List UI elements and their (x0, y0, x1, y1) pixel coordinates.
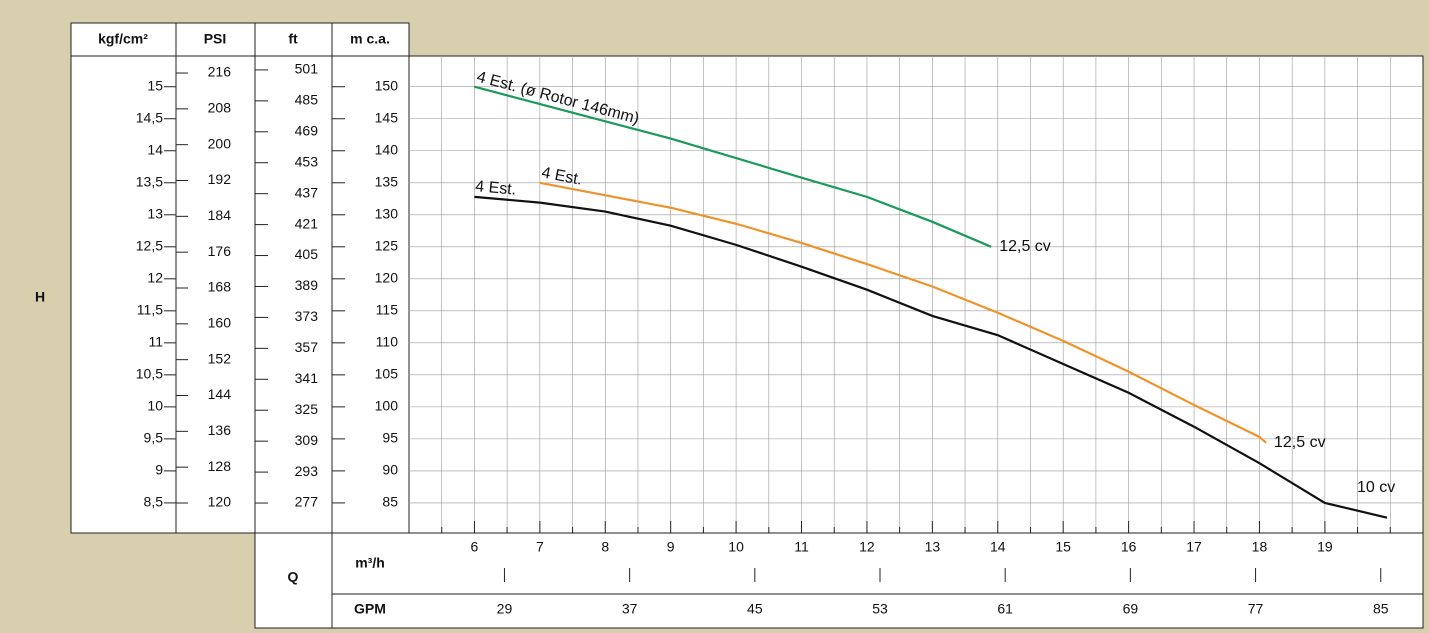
y-tick-label: 120 (375, 270, 399, 286)
x-tick-label: 10 (728, 539, 744, 555)
x-tick-label: 15 (1055, 539, 1071, 555)
x-tick-label: 13 (925, 539, 941, 555)
y-tick-label: 184 (208, 207, 232, 223)
x2-tick-label: 29 (497, 601, 513, 617)
y-tick-label: 115 (376, 302, 399, 318)
x-tick-label: 16 (1121, 539, 1137, 555)
y-tick-label: 135 (375, 173, 399, 189)
y-tick-label: 176 (208, 243, 232, 259)
y-tick-label: 485 (295, 92, 319, 108)
plot-area (408, 55, 1424, 534)
x-tick-label: 12 (859, 539, 875, 555)
y-tick-label: 293 (295, 463, 319, 479)
x-tick-label: 11 (794, 539, 809, 555)
axis-unit: ft (288, 31, 298, 47)
x2-tick-label: 45 (747, 601, 763, 617)
x-tick-label: 17 (1186, 539, 1202, 555)
y-tick-label: 405 (295, 246, 319, 262)
y-tick-label: 110 (376, 334, 399, 350)
curve (474, 195, 1388, 519)
y-tick-label: 437 (295, 184, 319, 200)
x2-tick-label: 53 (872, 601, 888, 617)
power-label: 12,5 cv (1274, 434, 1326, 451)
y-tick-label: 13,5 (136, 173, 163, 189)
x-tick-label: 9 (667, 539, 675, 555)
series-label: 4 Est. (475, 178, 517, 199)
power-label: 10 cv (1357, 479, 1395, 496)
y-tick-label: 95 (382, 430, 398, 446)
x-label: Q (288, 569, 299, 585)
y-tick-label: 152 (208, 350, 232, 366)
y-tick-label: 192 (208, 171, 232, 187)
y-tick-label: 12 (147, 270, 163, 286)
x-tick-label: 7 (536, 539, 544, 555)
y-tick-label: 120 (208, 494, 232, 510)
x-tick-label: 6 (471, 539, 479, 555)
x-tick-label: 18 (1252, 539, 1268, 555)
y-tick-label: 501 (295, 61, 319, 77)
y-tick-label: 12,5 (136, 238, 163, 254)
y-tick-label: 140 (375, 141, 399, 157)
x2-tick-label: 37 (622, 601, 638, 617)
y-tick-label: 8,5 (144, 494, 164, 510)
curve (474, 85, 992, 248)
y-tick-label: 309 (295, 432, 319, 448)
y-tick-label: 168 (208, 279, 232, 295)
y-tick-label: 208 (208, 100, 232, 116)
y-tick-label: 125 (375, 238, 399, 254)
y-tick-label: 325 (295, 401, 319, 417)
axis-panel (70, 22, 410, 534)
y-tick-label: 10 (147, 398, 163, 414)
y-tick-label: 10,5 (136, 366, 163, 382)
power-label: 12,5 cv (999, 238, 1051, 255)
axis-unit: PSI (204, 31, 227, 47)
y-tick-label: 90 (382, 462, 398, 478)
y-tick-label: 14 (147, 141, 163, 157)
y-tick-label: 150 (375, 77, 399, 93)
x-tick-label: 19 (1317, 539, 1333, 555)
y-tick-label: 145 (375, 109, 399, 125)
x-tick-label: 8 (601, 539, 609, 555)
y-label: H (35, 289, 45, 305)
y-tick-label: 9 (155, 462, 163, 478)
y-tick-label: 200 (208, 135, 232, 151)
y-tick-label: 136 (208, 422, 232, 438)
y-tick-label: 421 (295, 215, 319, 231)
x-tick-label: 14 (990, 539, 1006, 555)
axis-unit: m c.a. (350, 31, 390, 47)
y-tick-label: 341 (295, 370, 319, 386)
y-tick-label: 9,5 (144, 430, 164, 446)
y-tick-label: 128 (208, 458, 232, 474)
x2-tick-label: 85 (1373, 601, 1389, 617)
y-tick-label: 357 (295, 339, 319, 355)
y-tick-label: 160 (208, 315, 232, 331)
y-tick-label: 373 (295, 308, 319, 324)
y-tick-label: 13 (147, 205, 163, 221)
axis-unit: m³/h (355, 555, 385, 571)
x-axis-panel (254, 532, 1424, 629)
y-tick-label: 469 (295, 122, 319, 138)
y-tick-label: 11 (148, 334, 163, 350)
curve (539, 181, 1267, 444)
x2-tick-label: 77 (1248, 601, 1264, 617)
axis-unit: kgf/cm² (98, 31, 148, 47)
axis-unit: GPM (354, 601, 386, 617)
y-tick-label: 453 (295, 153, 319, 169)
x2-tick-label: 61 (997, 601, 1013, 617)
y-tick-label: 15 (147, 77, 163, 93)
y-tick-label: 14,5 (136, 109, 163, 125)
y-tick-label: 216 (208, 64, 232, 80)
y-tick-label: 100 (375, 398, 399, 414)
y-tick-label: 105 (375, 366, 399, 382)
y-tick-label: 130 (375, 205, 399, 221)
y-tick-label: 85 (382, 494, 398, 510)
y-tick-label: 11,5 (137, 302, 163, 318)
y-tick-label: 144 (208, 386, 232, 402)
y-tick-label: 389 (295, 277, 319, 293)
y-tick-label: 277 (295, 494, 319, 510)
x2-tick-label: 69 (1123, 601, 1139, 617)
